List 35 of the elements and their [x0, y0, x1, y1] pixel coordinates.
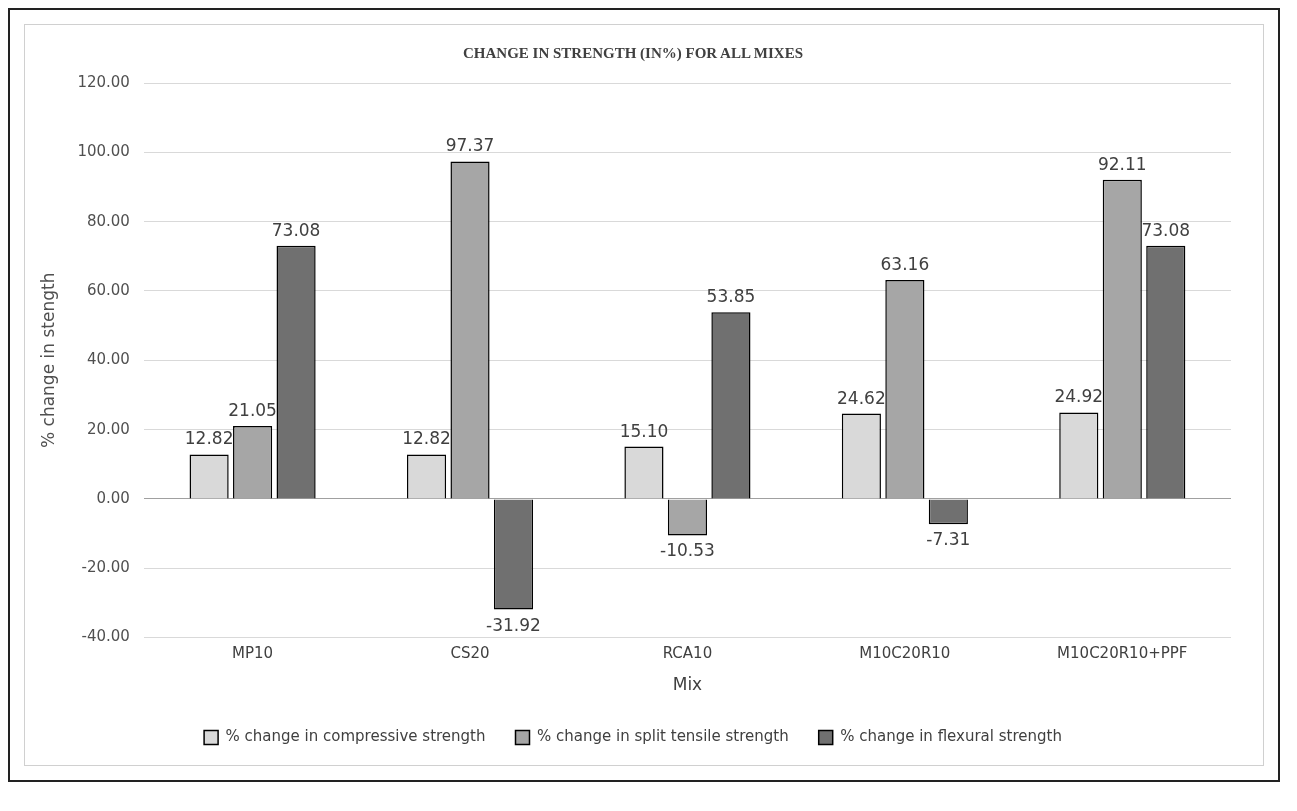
- x-axis-title: Mix: [672, 674, 703, 695]
- y-tick-label: -20.00: [81, 558, 130, 577]
- y-tick-label: 0.00: [96, 488, 130, 507]
- data-label: 21.05: [228, 399, 277, 420]
- x-tick-label: M10C20R10+PPF: [1057, 644, 1188, 663]
- y-tick-label: 40.00: [86, 350, 130, 369]
- data-label: -10.53: [660, 540, 715, 561]
- data-label: 12.82: [184, 428, 234, 449]
- x-tick-label: CS20: [450, 644, 490, 663]
- legend-label: % change in split tensile strength: [537, 727, 789, 746]
- chart-title: CHANGE IN STRENGTH (IN%) FOR ALL MIXES: [462, 44, 804, 62]
- data-label: 97.37: [445, 135, 495, 156]
- data-label: 12.82: [402, 428, 451, 449]
- y-tick-label: -40.00: [81, 627, 130, 646]
- x-tick-label: RCA10: [662, 644, 713, 663]
- y-tick-label: 60.00: [86, 280, 130, 299]
- data-label: 92.11: [1097, 153, 1147, 174]
- legend-label: % change in compressive strength: [225, 727, 486, 746]
- data-label: 73.08: [271, 219, 321, 240]
- x-tick-label: M10C20R10: [859, 644, 951, 663]
- y-axis-title: % change in stength: [37, 272, 58, 449]
- y-tick-label: 80.00: [86, 211, 130, 230]
- data-label: 15.10: [619, 420, 669, 441]
- data-label: -31.92: [486, 614, 541, 635]
- x-tick-label: MP10: [232, 644, 274, 663]
- y-tick-label: 120.00: [77, 72, 130, 91]
- legend-label: % change in flexural strength: [840, 727, 1062, 746]
- y-tick-label: 20.00: [86, 419, 130, 438]
- data-label: 53.85: [706, 286, 756, 307]
- data-label: 63.16: [880, 253, 930, 274]
- data-label: 24.92: [1054, 386, 1104, 407]
- data-label: 73.08: [1141, 219, 1191, 240]
- y-tick-label: 100.00: [77, 142, 130, 161]
- data-label: 24.62: [837, 387, 886, 408]
- data-label: -7.31: [926, 529, 971, 550]
